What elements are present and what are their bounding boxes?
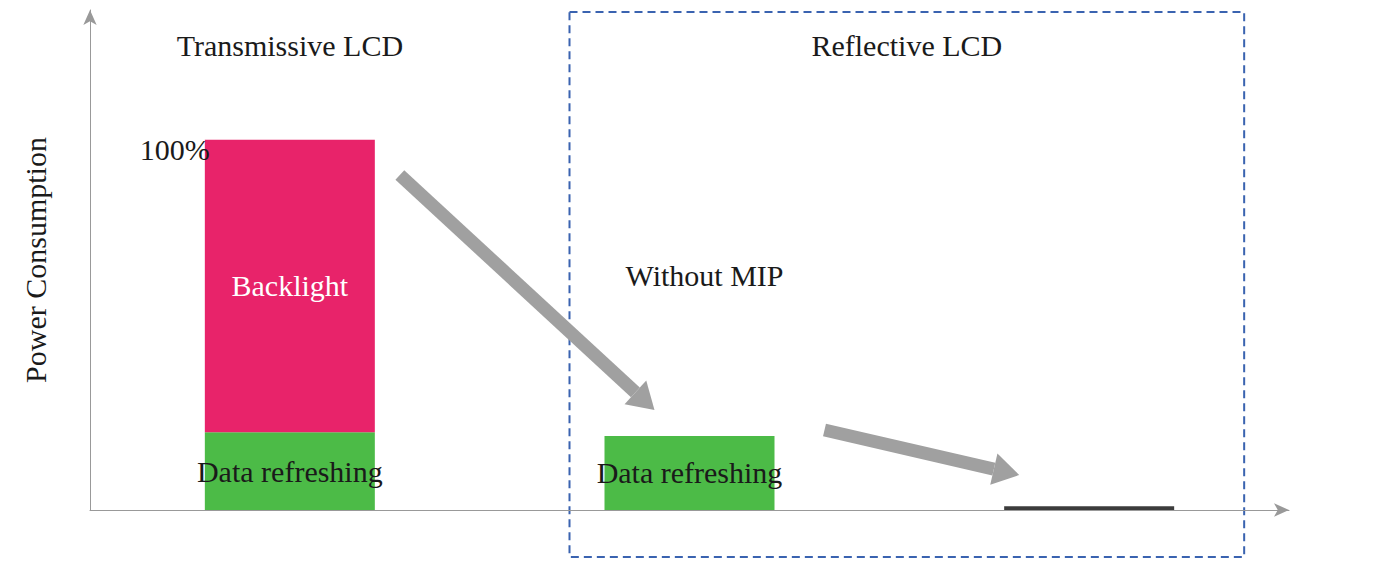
svg-text:Power Consumption: Power Consumption [19,137,52,383]
svg-text:Backlight: Backlight [232,269,349,302]
svg-text:Data refreshing: Data refreshing [197,455,383,488]
svg-text:Without MIP: Without MIP [626,259,784,292]
svg-text:100%: 100% [140,133,210,166]
svg-text:Reflective LCD: Reflective LCD [811,29,1002,62]
svg-text:Transmissive LCD: Transmissive LCD [177,29,403,62]
svg-text:Data refreshing: Data refreshing [597,456,783,489]
